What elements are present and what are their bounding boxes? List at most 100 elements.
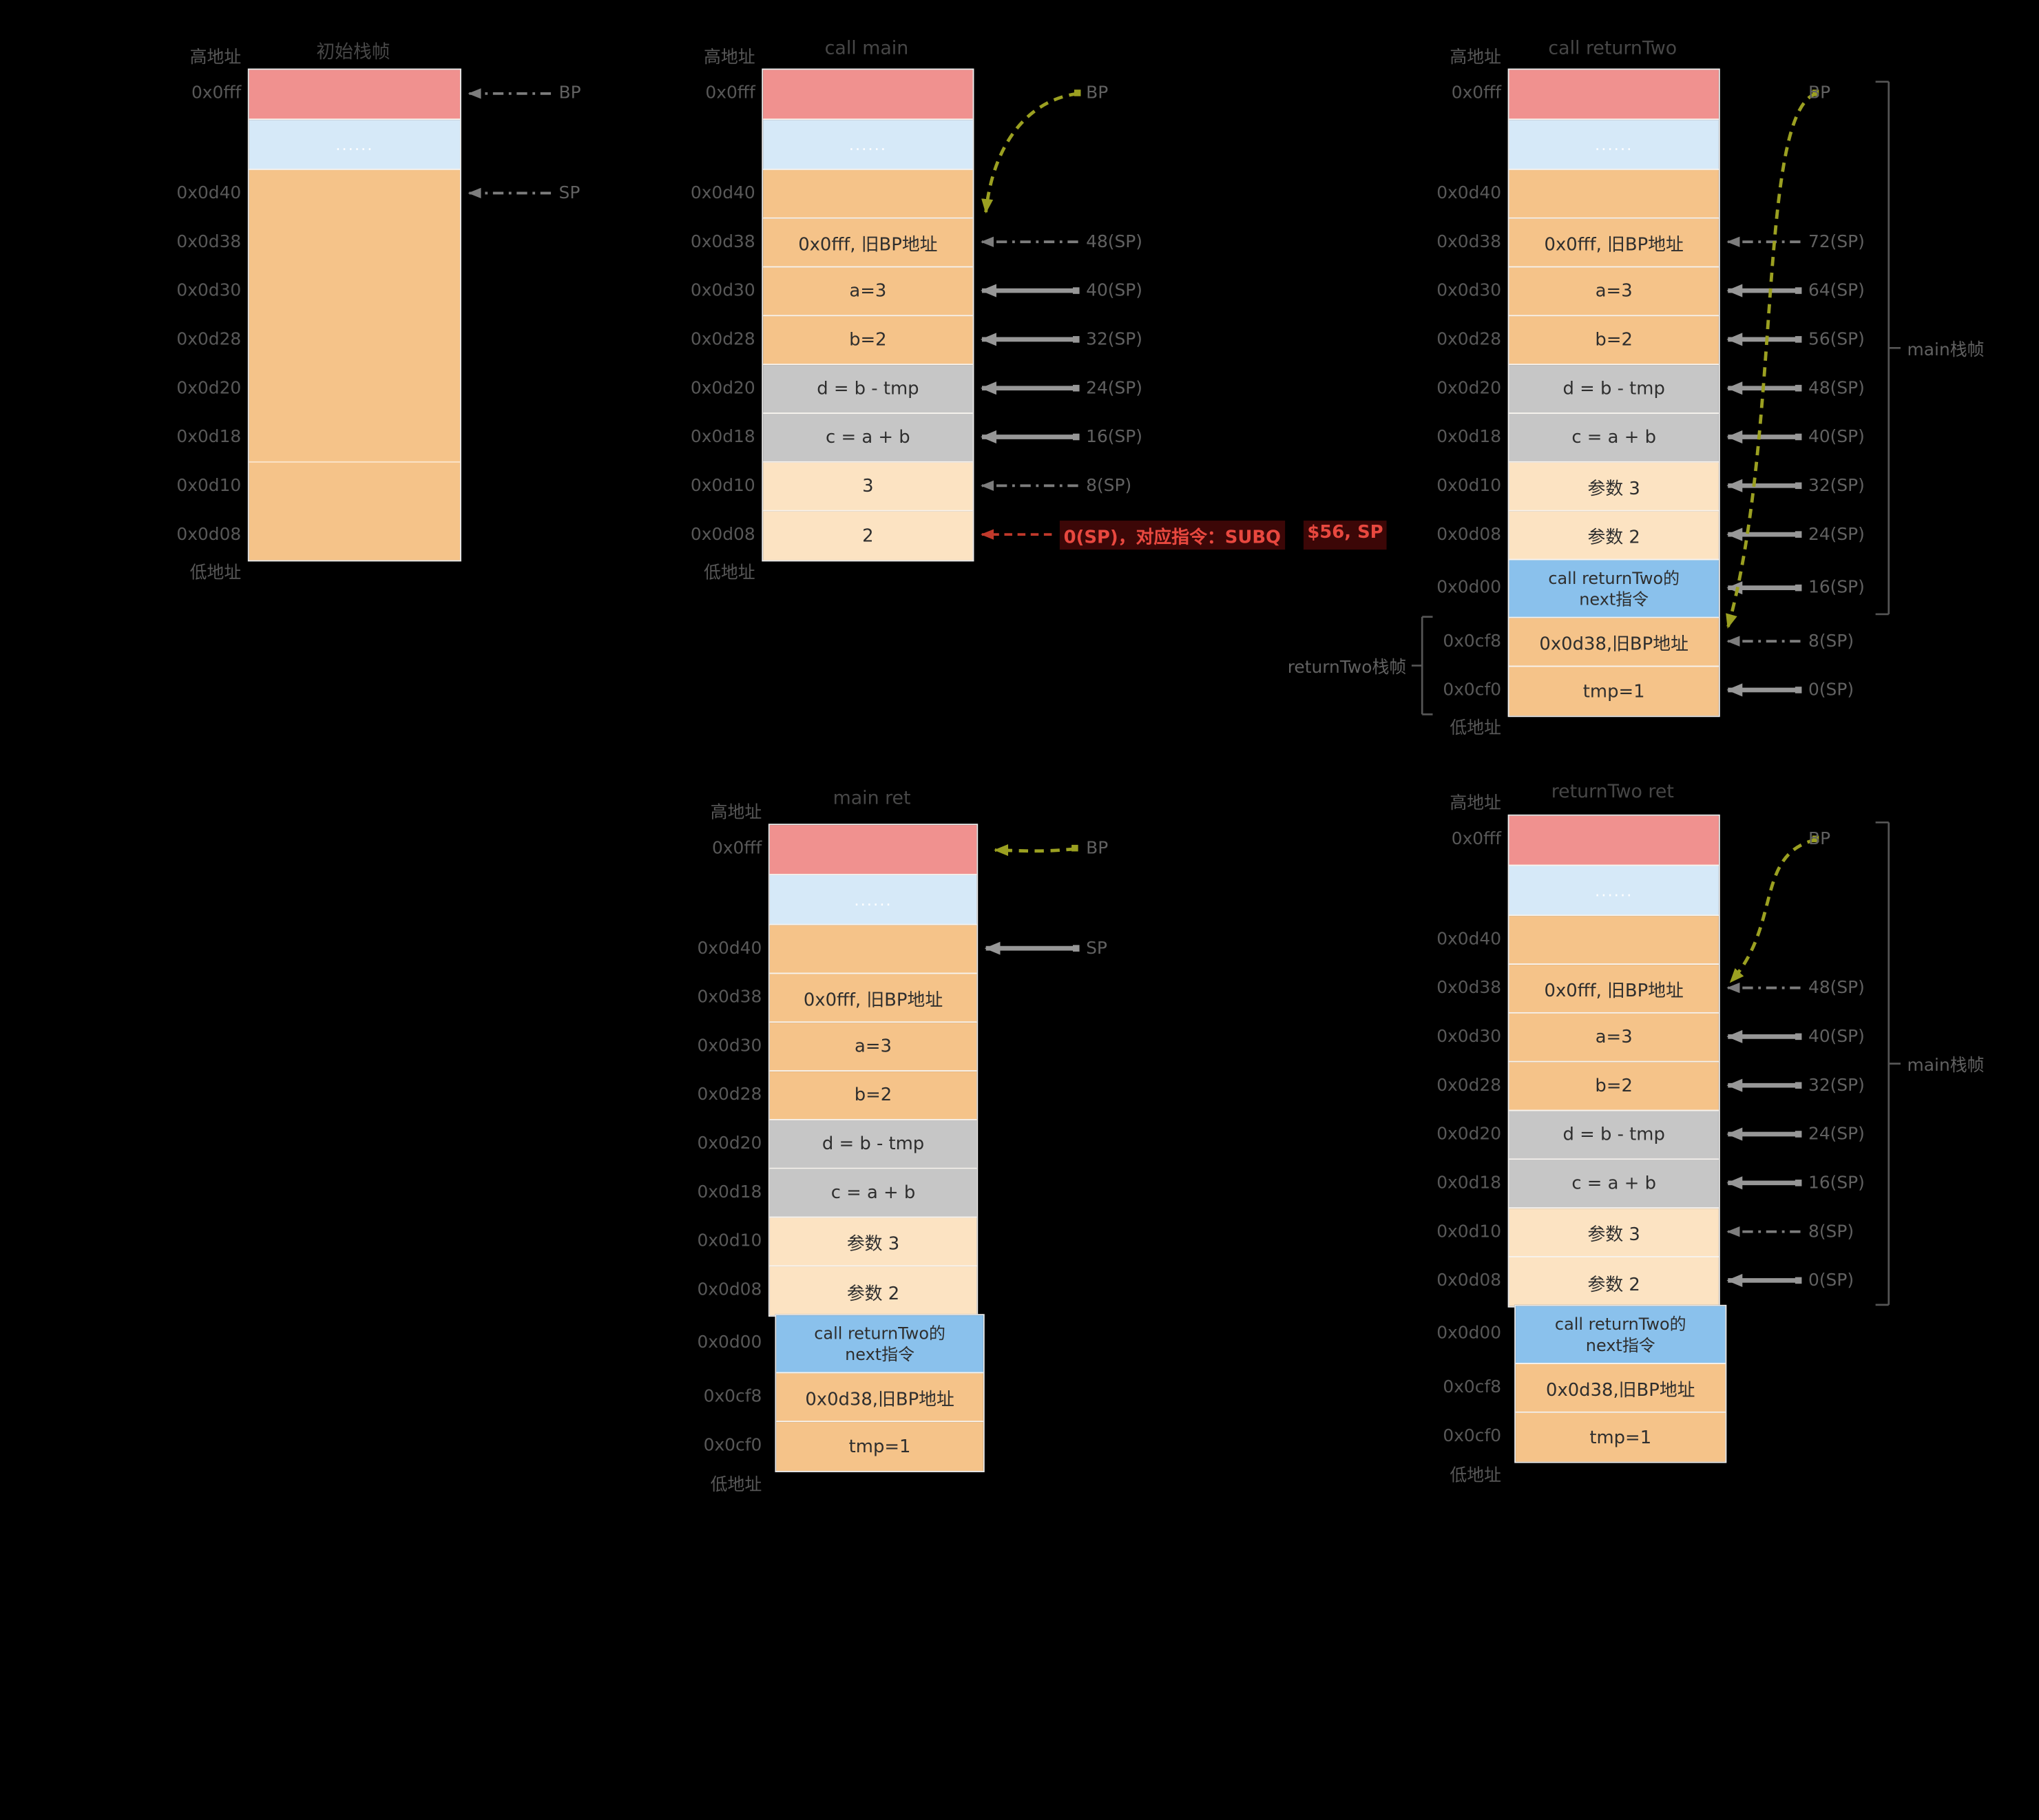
address-label: 0x0cf0	[703, 1435, 762, 1456]
address-label: 0x0d08	[1436, 1270, 1502, 1290]
sp-zero-offset-text: 0(SP)，对应指令：SUBQ	[1059, 520, 1285, 550]
offset-label-0sp: 0(SP)	[1808, 680, 1854, 700]
offset-label-0sp: 0(SP)	[1808, 1270, 1854, 1290]
sp-zero-instr-operand: $56, SP	[1303, 520, 1388, 550]
stack-cell-var-c: c = a + b	[763, 413, 973, 463]
diagram-title-call-main: call main	[824, 38, 909, 60]
stack-cell-tmp: tmp=1	[1509, 667, 1719, 716]
stack-cell-var-b: b=2	[763, 316, 973, 366]
call-main-bp-curve-arrow	[981, 90, 1081, 214]
stack-cell-return-address-popped: call returnTwo的 next指令	[1516, 1306, 1726, 1364]
address-label: 0x0fff	[705, 83, 755, 104]
offset-label-8sp: 8(SP)	[1808, 631, 1854, 651]
address-label: 0x0d40	[1436, 183, 1502, 203]
address-label: 0x0d00	[697, 1333, 762, 1353]
address-label: 0x0d20	[690, 378, 755, 399]
offset-label-32sp: 32(SP)	[1808, 1075, 1865, 1096]
stack-cell-arg3: 参数 3	[769, 1217, 977, 1267]
call-main-offset-arrows	[981, 236, 1080, 540]
stack-cell-top	[769, 825, 977, 875]
returntwo-ret-offset-arrows	[1726, 982, 1802, 1288]
offset-label-8sp: 8(SP)	[1086, 475, 1132, 496]
high-address-label: 高地址	[704, 48, 755, 68]
address-label: 0x0d30	[697, 1036, 762, 1056]
stack-cell-var-d: d = b - tmp	[1509, 1111, 1719, 1160]
address-label: 0x0d20	[1436, 378, 1502, 399]
address-label: 0x0cf8	[1443, 1377, 1502, 1397]
address-label: 0x0d28	[697, 1085, 762, 1105]
stack-cell-var-d: d = b - tmp	[763, 365, 973, 414]
offset-label-32sp: 32(SP)	[1086, 329, 1143, 350]
address-label: 0x0d18	[1436, 1173, 1502, 1193]
address-label: 0x0d30	[690, 280, 755, 301]
stack-cell-var-a: a=3	[1509, 1013, 1719, 1063]
main-frame-label: main栈帧	[1907, 340, 1985, 361]
address-label: 0x0d20	[697, 1133, 762, 1153]
stack-cell-arg2: 参数 2	[1509, 511, 1719, 561]
address-label: 0x0d18	[176, 427, 242, 447]
high-address-label: 高地址	[189, 48, 242, 68]
stack-cell-top	[1509, 815, 1719, 866]
address-label: 0x0d28	[690, 329, 755, 350]
address-label: 0x0cf8	[703, 1386, 762, 1407]
stack-cell-var-d: d = b - tmp	[769, 1120, 977, 1169]
initial-pointer-arrows	[468, 88, 552, 199]
address-label: 0x0d30	[176, 280, 242, 301]
stack-cell-var-c: c = a + b	[1509, 413, 1719, 463]
address-label: 0x0d08	[697, 1279, 762, 1300]
stack-divider-line	[249, 461, 460, 463]
diagram-title-call-returntwo: call returnTwo	[1548, 38, 1677, 60]
call-returntwo-main-frame-bracket	[1875, 81, 1901, 616]
address-label: 0x0d38	[697, 987, 762, 1007]
low-address-label: 低地址	[1450, 719, 1502, 739]
address-label: 0x0d40	[697, 938, 762, 959]
offset-label-8sp: 8(SP)	[1808, 1222, 1854, 1242]
offset-label-24sp: 24(SP)	[1808, 1124, 1865, 1144]
returntwo-frame-label: returnTwo栈帧	[1287, 658, 1407, 678]
offset-label-48sp: 48(SP)	[1808, 978, 1865, 998]
address-label: 0x0d00	[1436, 578, 1502, 598]
address-label: 0x0d28	[1436, 329, 1502, 350]
return-address-line2: next指令	[1579, 588, 1649, 609]
address-label: 0x0d40	[176, 183, 242, 203]
address-label: 0x0d08	[690, 524, 755, 545]
stack-cell-ellipsis: ......	[763, 120, 973, 170]
stack-cell-var-b: b=2	[1509, 316, 1719, 366]
high-address-label: 高地址	[710, 803, 762, 824]
address-label: 0x0d18	[690, 427, 755, 447]
offset-label-40sp: 40(SP)	[1086, 280, 1143, 301]
main-ret-pointer-arrows	[984, 844, 1080, 955]
offset-label-32sp: 32(SP)	[1808, 475, 1865, 496]
bp-pointer-label: BP	[1808, 83, 1831, 104]
stack-cell-var-d: d = b - tmp	[1509, 365, 1719, 414]
stack-cell-empty	[763, 169, 973, 219]
stack-call-main: ...... 0x0fff, 旧BP地址 a=3 b=2 d = b - tmp…	[762, 68, 974, 562]
sp-pointer-label: SP	[558, 183, 581, 203]
stack-cell-saved-bp2-popped: 0x0d38,旧BP地址	[776, 1373, 983, 1423]
stack-cell-arg2: 参数 2	[769, 1266, 977, 1316]
sp-pointer-label: SP	[1086, 938, 1107, 959]
address-label: 0x0d38	[690, 231, 755, 252]
address-label: 0x0d10	[1436, 475, 1502, 496]
address-label: 0x0cf0	[1443, 1425, 1502, 1446]
address-label: 0x0d20	[176, 378, 242, 399]
stack-main-ret: ...... 0x0fff, 旧BP地址 a=3 b=2 d = b - tmp…	[768, 824, 979, 1317]
stack-cell-var-b: b=2	[769, 1071, 977, 1120]
stack-cell-empty	[769, 925, 977, 974]
address-label: 0x0d28	[176, 329, 242, 350]
address-label: 0x0d28	[1436, 1075, 1502, 1096]
low-address-label: 低地址	[704, 563, 755, 583]
address-label: 0x0d40	[1436, 929, 1502, 950]
offset-label-48sp: 48(SP)	[1808, 378, 1865, 399]
offset-label-16sp: 16(SP)	[1808, 578, 1865, 598]
main-frame-label: main栈帧	[1907, 1056, 1985, 1076]
offset-label-40sp: 40(SP)	[1808, 1027, 1865, 1047]
stack-cell-tmp-popped: tmp=1	[776, 1422, 983, 1472]
returntwo-ret-bp-curve-arrow	[1729, 835, 1819, 983]
offset-label-16sp: 16(SP)	[1808, 1173, 1865, 1193]
stack-cell-tmp-popped: tmp=1	[1516, 1412, 1726, 1462]
stack-cell-saved-bp: 0x0fff, 旧BP地址	[769, 974, 977, 1023]
diagram-title-main-ret: main ret	[833, 788, 911, 810]
stack-returntwo-ret: ...... 0x0fff, 旧BP地址 a=3 b=2 d = b - tmp…	[1507, 814, 1720, 1308]
bp-pointer-label: BP	[558, 83, 581, 104]
